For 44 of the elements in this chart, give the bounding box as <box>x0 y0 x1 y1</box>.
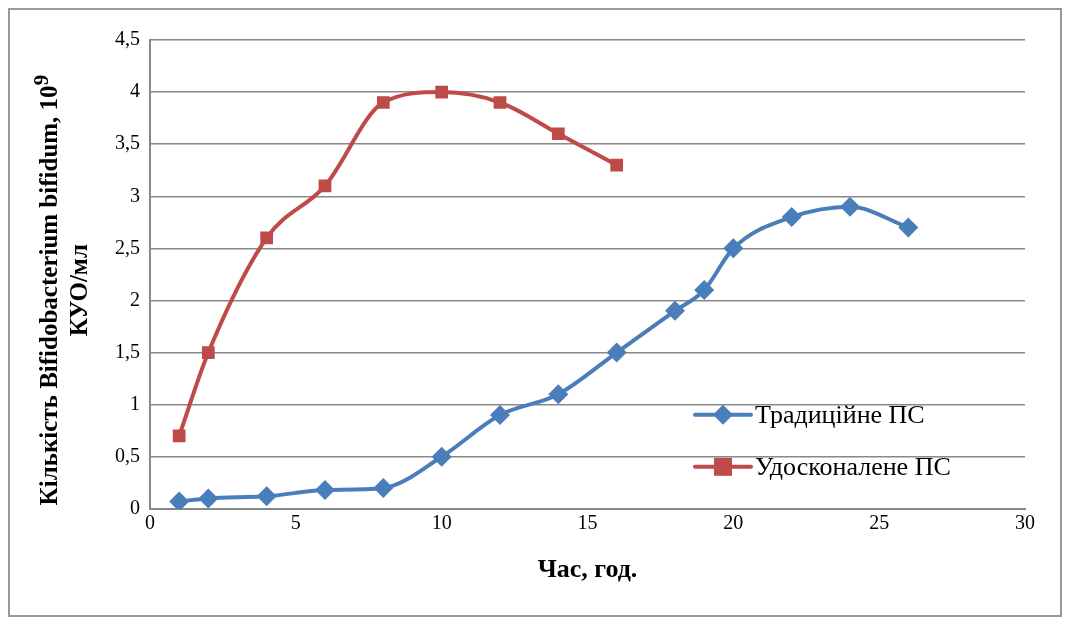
point <box>198 488 219 509</box>
point <box>606 342 627 363</box>
point <box>172 429 186 443</box>
point <box>723 238 744 259</box>
x-tick-label: 0 <box>145 511 155 534</box>
x-tick-label: 10 <box>431 511 452 534</box>
x-tick-label: 25 <box>869 511 890 534</box>
x-tick-label: 30 <box>1015 511 1035 534</box>
point <box>373 477 394 498</box>
point <box>898 217 919 238</box>
y-tick-label: 0 <box>130 496 140 519</box>
point <box>493 96 507 109</box>
legend-label: Удосконалене ПС <box>755 451 951 481</box>
point <box>431 446 452 467</box>
y-tick-label: 4,5 <box>115 27 140 50</box>
x-axis-title: Час, год. <box>537 554 638 584</box>
point <box>610 158 624 172</box>
y-tick-label: 1 <box>130 391 140 414</box>
point <box>260 231 274 245</box>
x-tick-label: 20 <box>723 511 744 534</box>
x-tick-label: 5 <box>290 511 301 534</box>
y-tick-label: 2 <box>130 287 140 310</box>
y-tick-label: 3,5 <box>115 131 140 154</box>
point <box>548 384 569 405</box>
y-tick-label: 4 <box>130 79 140 102</box>
point <box>435 85 449 99</box>
y-tick-label: 1,5 <box>115 339 140 362</box>
point <box>665 300 685 321</box>
point <box>201 346 215 359</box>
legend-label: Традиційне ПС <box>755 399 925 429</box>
point <box>490 405 510 426</box>
y-tick-label: 0,5 <box>115 443 140 466</box>
x-tick-label: 15 <box>577 511 598 534</box>
point <box>551 127 565 141</box>
point <box>840 196 860 217</box>
y-tick-label: 3 <box>130 183 140 206</box>
point <box>318 179 332 193</box>
point <box>781 207 802 228</box>
point <box>376 96 390 109</box>
point <box>315 480 335 501</box>
point <box>169 491 190 509</box>
point <box>694 280 715 301</box>
point <box>256 486 277 507</box>
y-tick-label: 2,5 <box>115 235 140 258</box>
